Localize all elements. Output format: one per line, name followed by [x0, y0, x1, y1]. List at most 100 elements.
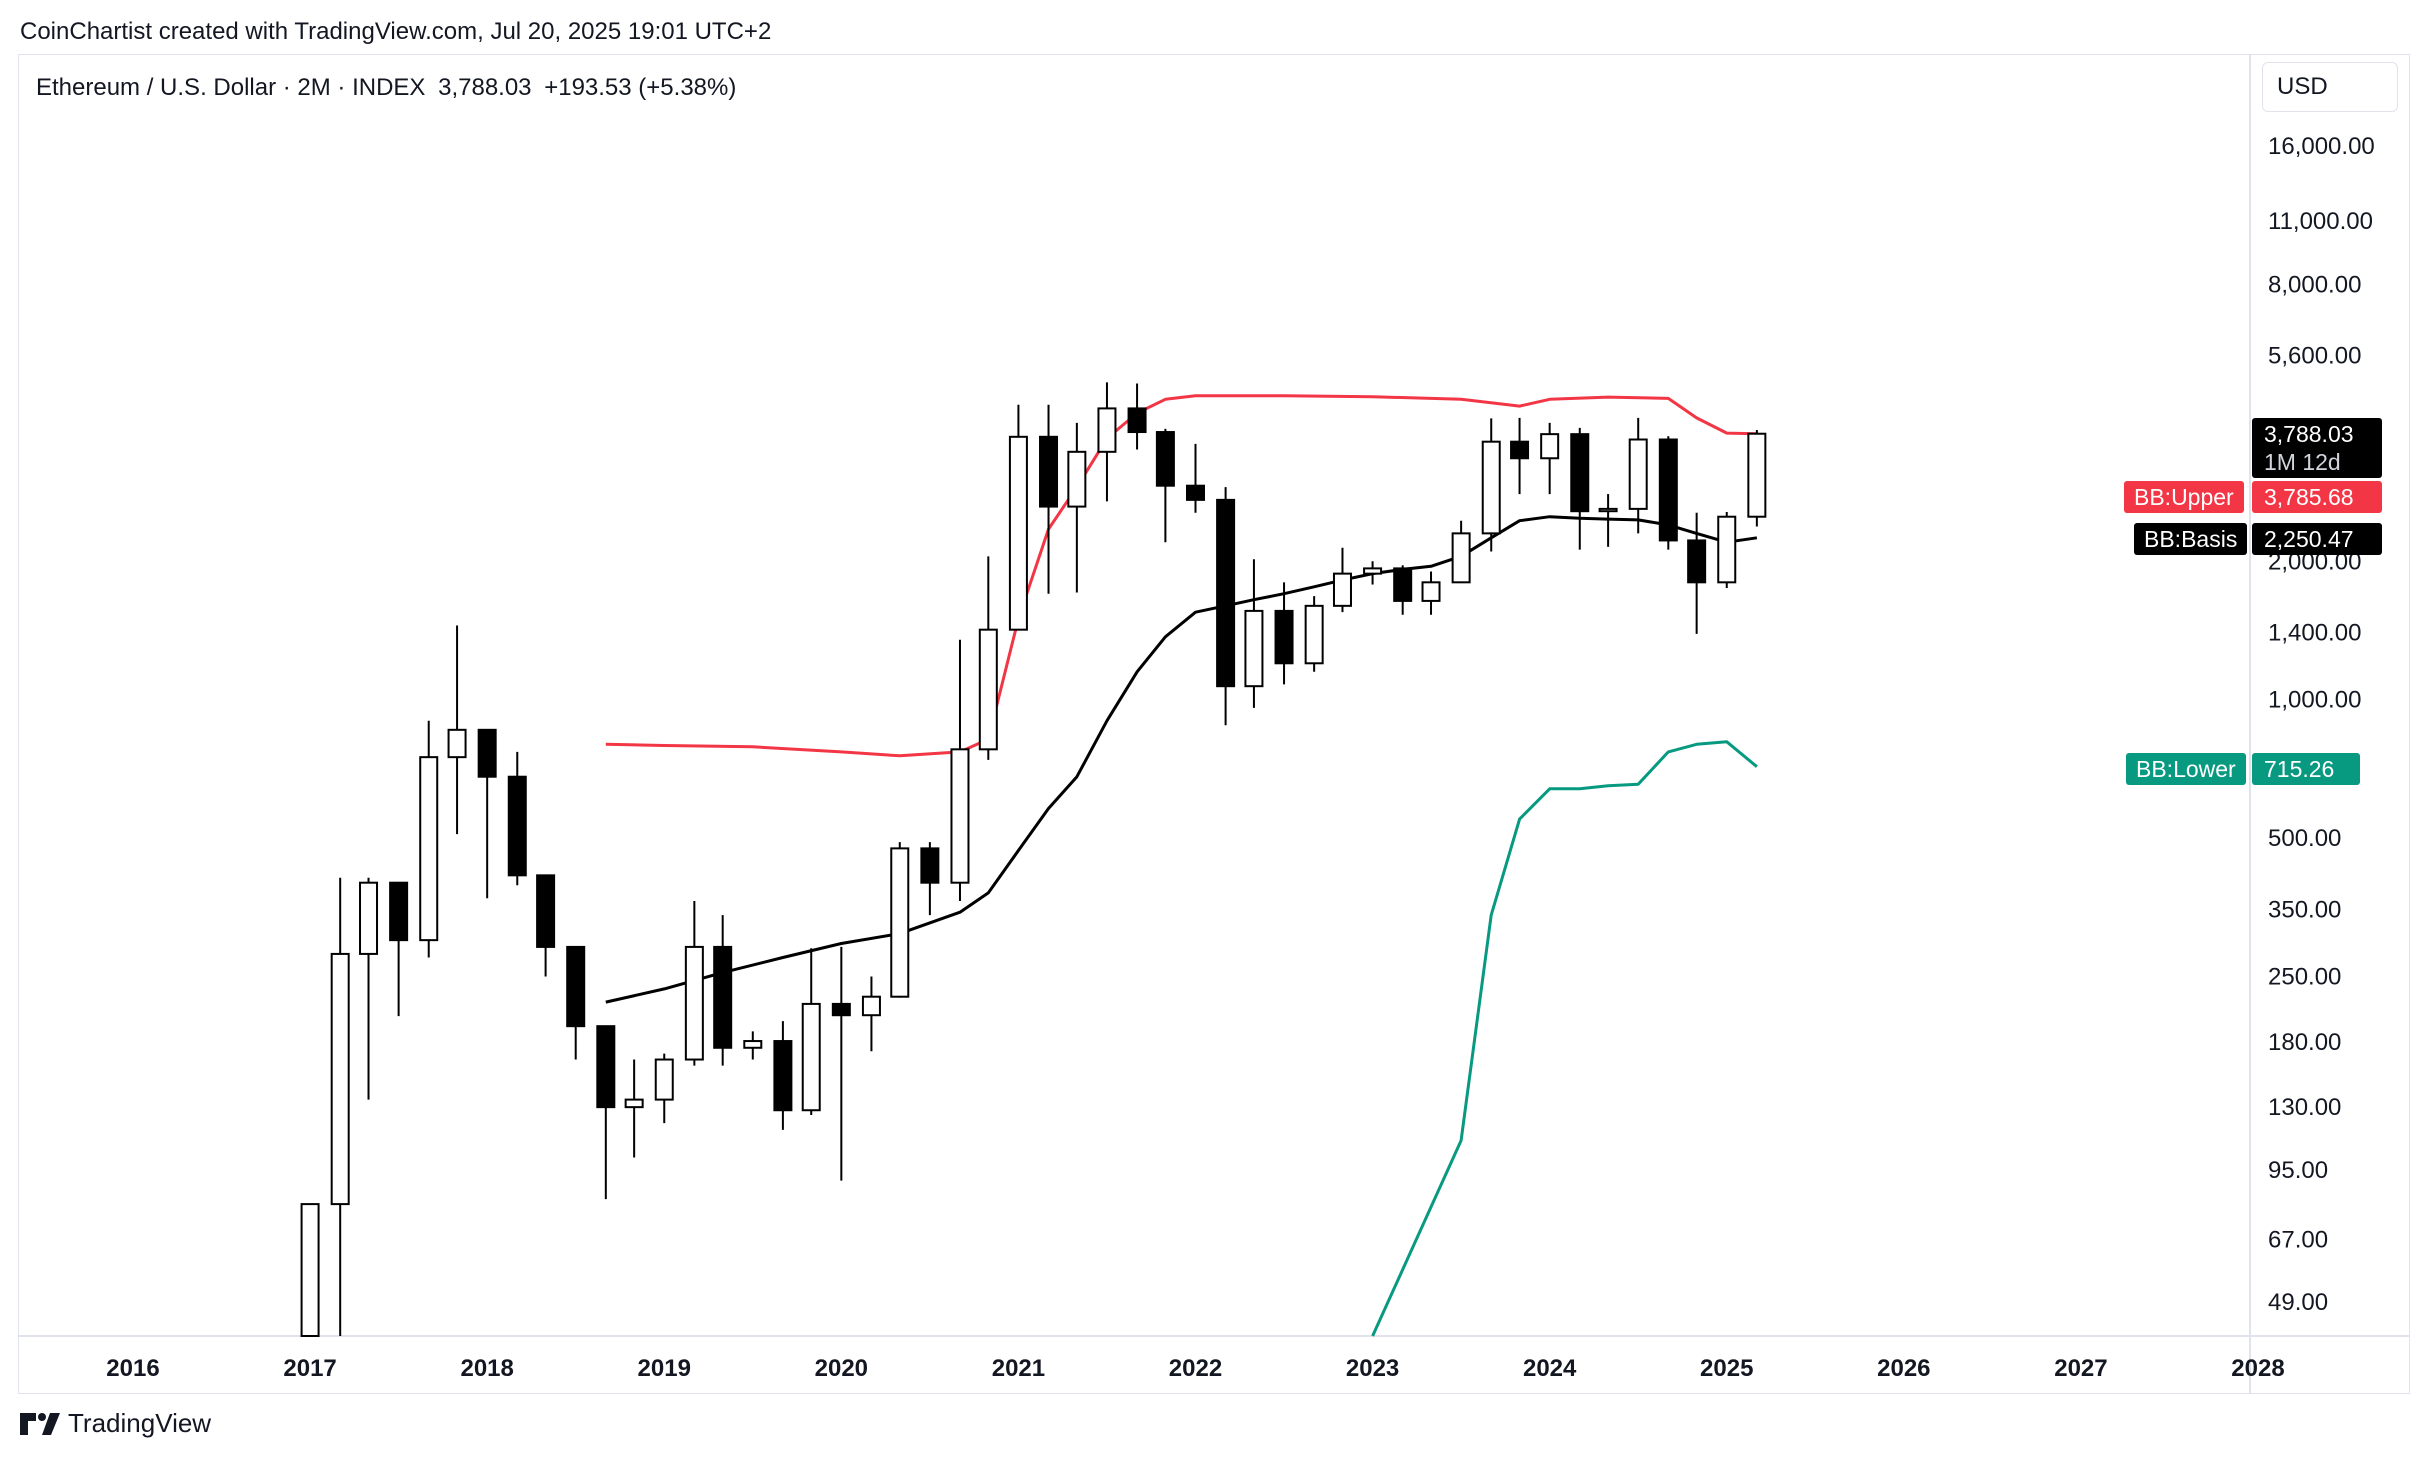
candle-body: [1274, 609, 1294, 665]
x-tick-label: 2021: [992, 1355, 1045, 1382]
candle-body: [1127, 407, 1147, 434]
y-tick-label: 250.00: [2268, 964, 2341, 991]
candle-body: [1363, 567, 1383, 575]
candle-body: [624, 1098, 644, 1109]
candle-body: [920, 847, 940, 884]
x-tick-label: 2020: [815, 1355, 868, 1382]
y-tick-label: 130.00: [2268, 1094, 2341, 1121]
y-tick-label: 350.00: [2268, 896, 2341, 923]
candle-body: [389, 881, 409, 942]
y-tick-label: 8,000.00: [2268, 271, 2361, 298]
x-tick-label: 2025: [1700, 1355, 1753, 1382]
symbol-name: Ethereum / U.S. Dollar · 2M · INDEX: [36, 74, 426, 101]
candle-body: [1747, 432, 1767, 518]
candle-body: [536, 874, 556, 948]
bar-countdown: 1M 12d: [2264, 449, 2341, 475]
candle-body: [1039, 435, 1059, 508]
candle-body: [1628, 438, 1648, 510]
candle-body: [1717, 515, 1737, 584]
candle-body: [1304, 604, 1324, 665]
x-tick-label: 2028: [2231, 1355, 2284, 1382]
last-price-tag: 3,788.03 1M 12d: [2252, 418, 2382, 478]
candle-body: [507, 775, 527, 877]
x-tick-label: 2019: [638, 1355, 691, 1382]
candle-body: [566, 945, 586, 1028]
last-price-tag-value: 3,788.03: [2264, 421, 2354, 447]
candle-body: [1393, 567, 1413, 602]
y-tick-label: 500.00: [2268, 825, 2341, 852]
candle-body: [654, 1058, 674, 1101]
candle-body: [950, 748, 970, 884]
x-tick-label: 2023: [1346, 1355, 1399, 1382]
x-tick-label: 2017: [283, 1355, 336, 1382]
candle-body: [1186, 484, 1205, 501]
candle-body: [359, 881, 379, 955]
candle-body: [773, 1040, 793, 1112]
tradingview-logo[interactable]: TradingView: [20, 1408, 211, 1439]
candle-body: [1570, 433, 1590, 513]
x-tick-label: 2027: [2054, 1355, 2107, 1382]
bb-lower-line: [1371, 740, 1758, 1337]
candle-body: [801, 1002, 821, 1112]
bb-lower-label: BB:Lower: [2126, 753, 2246, 785]
y-tick-label: 5,600.00: [2268, 343, 2361, 370]
candle-body: [1067, 450, 1087, 508]
candle-body: [890, 847, 910, 998]
candle-body: [1658, 438, 1678, 542]
tradingview-logo-icon: [20, 1412, 60, 1435]
candle-body: [1540, 433, 1560, 460]
candle-body: [1332, 572, 1352, 607]
candle-body: [1421, 581, 1441, 602]
x-tick-label: 2022: [1169, 1355, 1222, 1382]
y-tick-label: 1,400.00: [2268, 620, 2361, 647]
candle-body: [1451, 532, 1471, 584]
candle-body: [1216, 498, 1236, 688]
currency-button[interactable]: USD: [2262, 62, 2398, 112]
last-price: 3,788.03: [438, 74, 532, 101]
y-tick-label: 1,000.00: [2268, 687, 2361, 714]
y-tick-label: 67.00: [2268, 1227, 2328, 1254]
bb-basis-value: 2,250.47: [2252, 523, 2382, 555]
candle-body: [1510, 440, 1530, 460]
candle-body: [447, 728, 467, 759]
candle-body: [477, 728, 497, 778]
price-change: +193.53 (+5.38%): [544, 74, 737, 101]
candle-body: [1687, 539, 1707, 584]
bb-upper-value: 3,785.68: [2252, 481, 2382, 513]
candle-body: [684, 945, 704, 1061]
candle-body: [978, 628, 998, 751]
bb-upper-line: [605, 394, 1757, 758]
bollinger-bands: [605, 394, 1758, 1337]
candle-body: [300, 1203, 320, 1338]
candle-body: [330, 952, 350, 1206]
attribution-text: CoinChartist created with TradingView.co…: [20, 18, 772, 45]
candle-body: [1008, 435, 1028, 631]
candle-body: [831, 1002, 851, 1017]
x-tick-label: 2024: [1523, 1355, 1577, 1382]
y-tick-label: 49.00: [2268, 1289, 2328, 1316]
candle-body: [1481, 440, 1501, 535]
candle-body: [596, 1025, 616, 1109]
bb-basis-label: BB:Basis: [2134, 523, 2248, 555]
candle-body: [419, 756, 439, 942]
candle-body: [1155, 431, 1175, 487]
bb-lower-value: 715.26: [2252, 753, 2360, 785]
candle-body: [1244, 609, 1264, 688]
axes: 49.00 67.00 95.00 130.00 180.00 250.00 350.00 5…: [18, 54, 2410, 1394]
y-tick-label: 180.00: [2268, 1029, 2341, 1056]
x-tick-label: 2026: [1877, 1355, 1930, 1382]
candle-body: [861, 995, 881, 1017]
chart-frame[interactable]: [18, 54, 2410, 1394]
tradingview-brand: TradingView: [68, 1408, 212, 1438]
bb-upper-label: BB:Upper: [2124, 481, 2244, 513]
y-tick-label: 16,000.00: [2268, 133, 2375, 160]
symbol-legend[interactable]: Ethereum / U.S. Dollar · 2M · INDEX 3,78…: [36, 74, 742, 102]
candle-body: [743, 1040, 763, 1049]
y-tick-label: 95.00: [2268, 1157, 2328, 1184]
bb-basis-line: [605, 515, 1758, 1004]
candle-body: [1097, 407, 1117, 453]
y-tick-label: 11,000.00: [2268, 208, 2373, 235]
candles: [300, 382, 1767, 1338]
candle-body: [1598, 507, 1618, 513]
